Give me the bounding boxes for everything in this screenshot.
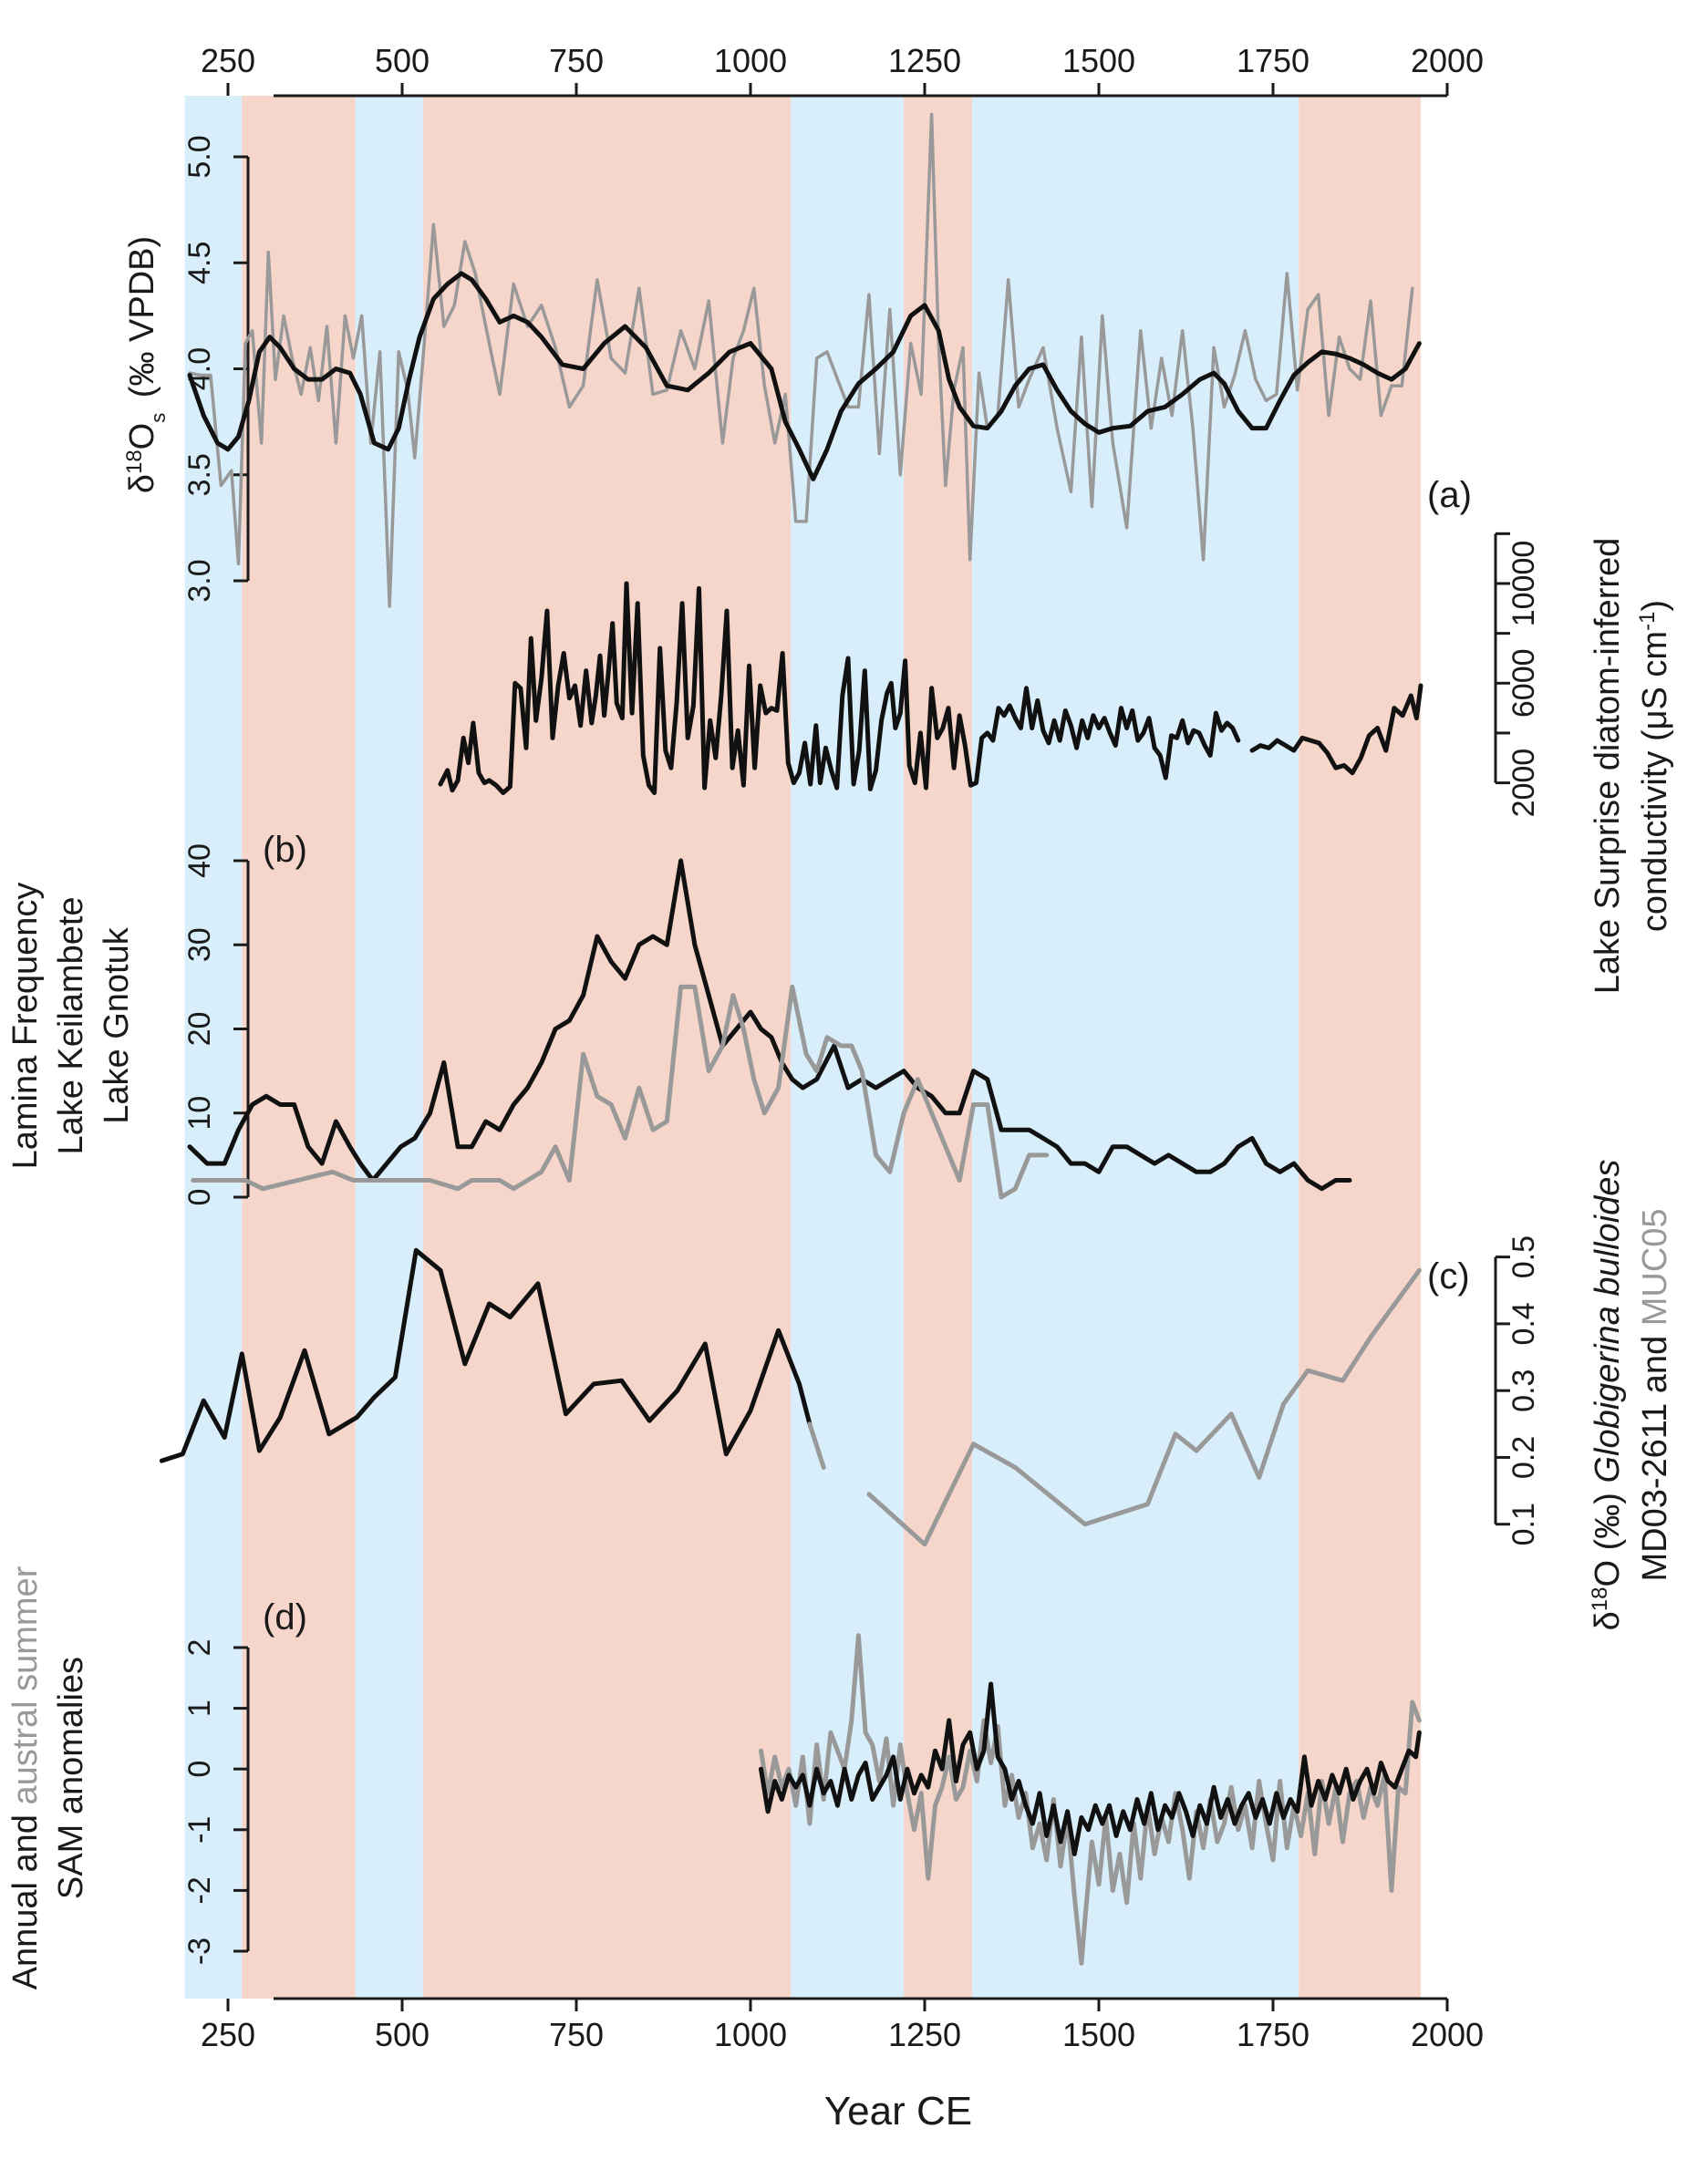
x-tick-label: 750 [549,2016,604,2053]
y-tick-label: 3.0 [182,559,217,602]
panel-label: (b) [263,830,307,870]
x-tick-label: 250 [201,42,255,79]
y-axis-title-foram-line1: δ18O (‰) Globigerina bulloides [1588,1160,1628,1631]
y-tick-label: -3 [182,1938,217,1965]
x-tick-label: 1500 [1062,42,1135,79]
y-tick-label: 10000 [1506,541,1541,627]
y-axis-title-lamina-line1: Lamina Frequency [6,883,45,1170]
y-axis-d: -3 -2 -1 0 1 2 [182,1639,250,1965]
x-tick-label: 1750 [1237,2016,1309,2053]
y-axis-title-conductivity-line1: Lake Surprise diatom-inferred [1589,538,1627,995]
series--18os-raw [188,112,1414,608]
y-tick-label: 0 [182,1761,217,1778]
y-tick-label: 4.5 [182,242,217,284]
y-axis-a-conductivity: 2000 6000 10000 [1494,532,1541,818]
band-warm-4 [422,96,792,1999]
y-tick-label: 0.5 [1506,1235,1541,1278]
series-md03-2611 [159,1247,813,1463]
x-tick-label: 750 [549,42,604,79]
y-tick-label: 10 [182,1096,217,1131]
x-tick-label: 250 [201,2016,255,2053]
y-axis-c: 0.1 0.2 0.3 0.4 0.5 [1494,1235,1541,1545]
y-tick-label: 2000 [1506,749,1541,818]
y-axis-title-lamina-line2: Lake Keilambete [52,896,90,1154]
x-tick-label: 1500 [1062,2016,1135,2053]
panel-label: (c) [1427,1256,1470,1297]
y-tick-label: 0.1 [1506,1503,1541,1545]
y-tick-label: 0 [182,1189,217,1206]
x-tick-label: 500 [375,2016,430,2053]
y-tick-label: 3.5 [182,453,217,496]
x-tick-label: 1000 [714,2016,787,2053]
y-tick-label: 0.2 [1506,1436,1541,1479]
axis-labels: Year CE (a) (b) (c) (d) δ18Os (‰ VPDB) Lake Su… [6,236,1674,2134]
y-axis-a-oxygen: 3.03.54.04.55.0 [182,135,250,603]
panel-label: (a) [1427,475,1472,515]
band-warm-8 [1299,96,1421,1999]
y-axis-title-lamina-line3: Lake Gnotuk [98,926,136,1123]
y-tick-label: 0.4 [1506,1302,1541,1345]
x-tick-label: 1000 [714,42,787,79]
y-tick-label: 2 [182,1639,217,1657]
series-muc05-seg1 [807,1421,826,1470]
y-tick-label: 5.0 [182,135,217,178]
series-muc05-seg2 [866,1267,1422,1547]
series-lake-surprise-conductivity-seg2 [1249,683,1423,776]
x-tick-label: 1750 [1237,42,1309,79]
x-tick-label: 500 [375,42,430,79]
x-axis-title: Year CE [824,2089,972,2134]
y-tick-label: 1 [182,1700,217,1717]
y-tick-label: 20 [182,1012,217,1047]
series-lake-surprise-conductivity-seg1 [438,581,1241,795]
data-series [159,112,1423,1966]
y-axis-title-oxygen: δ18Os (‰ VPDB) [122,236,170,493]
series-annual-sam [759,1681,1422,1856]
y-axis-title-sam-line1: Annual and austral summer [6,1566,45,1989]
y-axis-title-conductivity-line2: conductivity (μS cm-1) [1635,600,1675,932]
y-tick-label: 30 [182,927,217,962]
band-warm-6 [904,96,972,1999]
y-tick-label: -2 [182,1876,217,1904]
y-axis-b: 0 10 20 30 40 [182,843,250,1206]
x-tick-label: 2000 [1411,42,1484,79]
panel-label: (d) [263,1597,307,1638]
series-lake-gnotuk [191,984,1050,1200]
x-tick-label: 1250 [888,2016,961,2053]
y-tick-label: 40 [182,843,217,878]
y-tick-label: 0.3 [1506,1369,1541,1412]
x-tick-label: 1250 [888,42,961,79]
top-x-axis: 250 500 750 1000 1250 1500 1750 2000 [201,42,1484,98]
y-tick-label: -1 [182,1816,217,1844]
x-tick-label: 2000 [1411,2016,1484,2053]
series--18os-smoothed [187,271,1422,481]
series-lake-keilambete [187,858,1352,1192]
y-axis-title-foram-line2: MD03-2611 and MUC05 [1636,1208,1674,1581]
y-axis-title-sam-line2: SAM anomalies [52,1657,90,1899]
bottom-x-axis: 250 500 750 1000 1250 1500 1750 2000 [201,1997,1484,2053]
y-tick-label: 6000 [1506,648,1541,718]
